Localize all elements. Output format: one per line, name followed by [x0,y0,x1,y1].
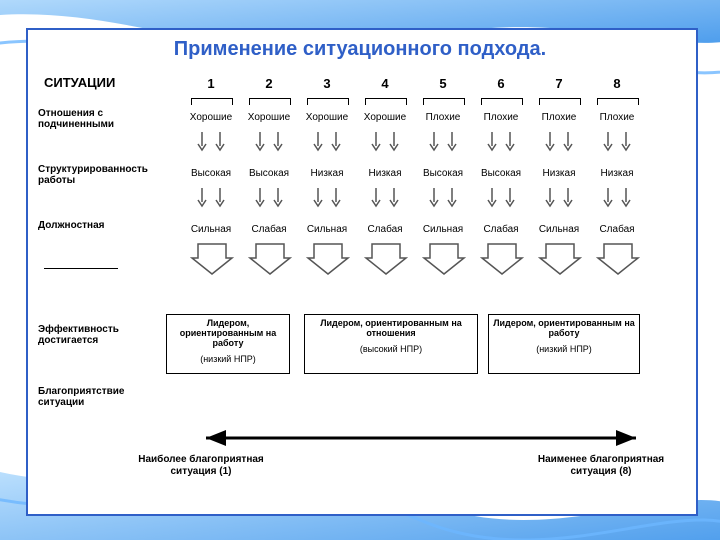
bracket [597,98,639,105]
cell-structure: Низкая [360,168,410,179]
diagram-area: СИТУАЦИИ 12345678 Отношения с подчиненными… [36,72,684,490]
big-arrow-icon [596,242,640,276]
cell-position: Сильная [418,224,468,235]
cell-structure: Высокая [186,168,236,179]
cell-relations: Хорошие [244,112,294,123]
effectiveness-box: Лидером, ориентированным на отношения (вы… [304,314,478,374]
spectrum-left-label: Наиболее благоприятная ситуация (1) [136,454,266,477]
big-arrow-icon [306,242,350,276]
cell-relations: Хорошие [186,112,236,123]
label-position: Должностная [38,220,148,231]
cell-structure: Низкая [534,168,584,179]
big-arrow-icon [480,242,524,276]
box-line2: (высокий НПР) [307,344,475,354]
cell-structure: Высокая [244,168,294,179]
arrow-pair [370,186,406,214]
big-arrow-icon [364,242,408,276]
box-line2: (низкий НПР) [491,344,637,354]
arrow-pair [602,130,638,158]
arrow-pair [602,186,638,214]
label-relations: Отношения с подчиненными [38,108,148,130]
cell-relations: Плохие [592,112,642,123]
cell-structure: Высокая [476,168,526,179]
box-line1: Лидером, ориентированным на отношения [307,318,475,338]
box-line1: Лидером, ориентированным на работу [491,318,637,338]
arrow-pair [544,130,580,158]
cell-structure: Низкая [302,168,352,179]
cell-structure: Низкая [592,168,642,179]
cell-structure: Высокая [418,168,468,179]
big-arrow-icon [538,242,582,276]
col-header: 8 [592,76,642,91]
box-line2: (низкий НПР) [169,354,287,364]
cell-position: Слабая [592,224,642,235]
label-effectiveness: Эффективность достигается [38,324,148,346]
col-header: 7 [534,76,584,91]
spectrum-right-label: Наименее благоприятная ситуация (8) [536,454,666,477]
arrow-pair [254,130,290,158]
arrow-pair [196,186,232,214]
col-header: 5 [418,76,468,91]
cell-position: Слабая [244,224,294,235]
cell-position: Слабая [476,224,526,235]
big-arrow-icon [190,242,234,276]
label-situations: СИТУАЦИИ [44,76,115,90]
cell-relations: Хорошие [302,112,352,123]
col-header: 3 [302,76,352,91]
arrow-pair [544,186,580,214]
col-header: 4 [360,76,410,91]
slide-title: Применение ситуационного подхода. [0,38,720,61]
box-line1: Лидером, ориентированным на работу [169,318,287,348]
big-arrow-icon [248,242,292,276]
bracket [481,98,523,105]
arrow-pair [486,130,522,158]
arrow-pair [486,186,522,214]
arrow-pair [370,130,406,158]
double-arrow-icon [36,418,684,458]
cell-relations: Плохие [534,112,584,123]
divider [44,268,118,269]
bracket [539,98,581,105]
arrow-pair [312,130,348,158]
bracket [423,98,465,105]
arrow-pair [254,186,290,214]
cell-relations: Плохие [476,112,526,123]
big-arrow-icon [422,242,466,276]
arrow-pair [428,130,464,158]
cell-relations: Хорошие [360,112,410,123]
bracket [307,98,349,105]
arrow-pair [428,186,464,214]
label-favorable: Благоприятствие ситуации [38,386,148,408]
effectiveness-box: Лидером, ориентированным на работу (низки… [488,314,640,374]
bracket [365,98,407,105]
bracket [191,98,233,105]
effectiveness-box: Лидером, ориентированным на работу (низки… [166,314,290,374]
col-header: 6 [476,76,526,91]
arrow-pair [196,130,232,158]
arrow-pair [312,186,348,214]
cell-position: Сильная [302,224,352,235]
cell-position: Сильная [186,224,236,235]
col-header: 2 [244,76,294,91]
bracket [249,98,291,105]
cell-position: Сильная [534,224,584,235]
cell-relations: Плохие [418,112,468,123]
col-header: 1 [186,76,236,91]
label-structure: Структурированность работы [38,164,158,186]
cell-position: Слабая [360,224,410,235]
